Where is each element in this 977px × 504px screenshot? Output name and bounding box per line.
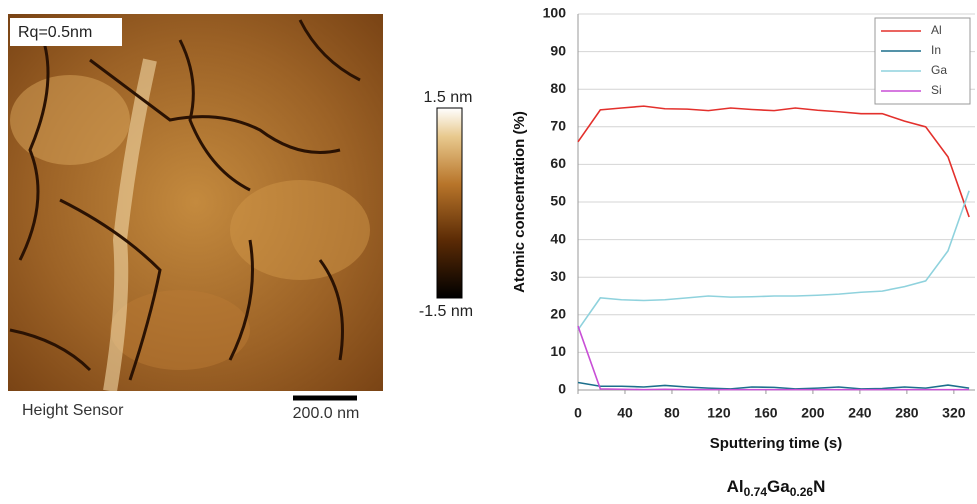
colorbar-max: 1.5 nm: [424, 89, 473, 106]
legend-label: Si: [931, 83, 942, 97]
y-tick-label: 80: [550, 80, 566, 96]
y-tick-label: 10: [550, 343, 566, 359]
caption: Al0.74Ga0.26N: [727, 477, 826, 499]
legend-box: [874, 17, 971, 105]
caption-part: N: [813, 477, 825, 496]
scale-bar-label: 200.0 nm: [293, 405, 360, 422]
y-tick-label: 40: [550, 230, 566, 246]
series-line: [577, 381, 970, 390]
sensor-label: Height Sensor: [22, 402, 124, 419]
x-tick-label: 40: [617, 405, 633, 421]
rq-label: Rq=0.5nm: [18, 24, 92, 41]
series-line: [577, 105, 970, 218]
legend-label: Ga: [931, 63, 947, 77]
series-line: [577, 190, 970, 331]
series-line: [577, 325, 970, 391]
y-tick-label: 90: [550, 42, 566, 58]
caption-part: Al: [727, 477, 744, 496]
x-tick-label: 120: [707, 405, 731, 421]
x-tick-label: 280: [895, 405, 919, 421]
y-tick-label: 20: [550, 306, 566, 322]
x-tick-label: 0: [574, 405, 582, 421]
y-tick-label: 0: [558, 381, 566, 397]
caption-part: Ga: [767, 477, 790, 496]
x-tick-label: 80: [664, 405, 680, 421]
x-axis-label: Sputtering time (s): [710, 435, 843, 452]
caption-part: 0.74: [744, 485, 768, 499]
y-tick-label: 70: [550, 118, 566, 134]
y-tick-label: 30: [550, 268, 566, 284]
line-chart: 0 10 20 30 40 50 60 70 80 90 100 0 40 80 120 160 200 240 2…: [543, 5, 975, 421]
colorbar-min: -1.5 nm: [419, 303, 473, 320]
y-tick-label: 100: [543, 5, 567, 21]
y-tick-label: 60: [550, 155, 566, 171]
caption-part: 0.26: [790, 485, 814, 499]
x-tick-label: 160: [754, 405, 778, 421]
legend-label: In: [931, 43, 941, 57]
afm-image: Rq=0.5nm Height Sensor 200.0 nm 1.5 nm -…: [8, 14, 473, 422]
x-tick-label: 320: [942, 405, 966, 421]
y-tick-label: 50: [550, 193, 566, 209]
colorbar: [436, 107, 463, 299]
x-tick-label: 200: [801, 405, 825, 421]
x-tick-label: 240: [848, 405, 872, 421]
legend-label: Al: [931, 23, 942, 37]
y-axis-label: Atomic concentration (%): [511, 111, 528, 293]
